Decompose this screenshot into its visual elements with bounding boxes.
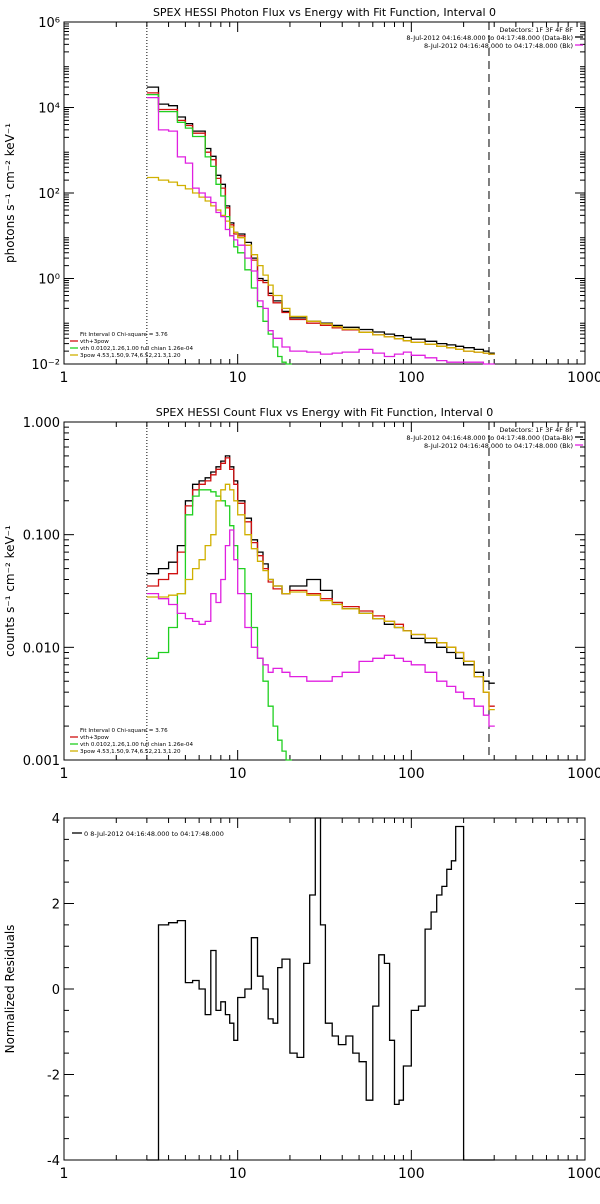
x-tick-label: 1000 bbox=[567, 370, 600, 386]
x-tick-label: 1 bbox=[60, 370, 69, 386]
series-line-3pow bbox=[146, 176, 495, 355]
chart-title: SPEX HESSI Count Flux vs Energy with Fit… bbox=[156, 406, 493, 419]
legend-entry: 0 8-Jul-2012 04:16:48.000 to 04:17:48.00… bbox=[84, 830, 224, 838]
legend-top-entry: 8-Jul-2012 04:16:48.000 to 04:17:48.000 … bbox=[424, 42, 573, 50]
y-tick-label: 0.100 bbox=[23, 529, 60, 544]
legend-top-entry: 8-Jul-2012 04:16:48.000 to 04:17:48.000 … bbox=[406, 34, 573, 42]
y-axis-label: photons s⁻¹ cm⁻² keV⁻¹ bbox=[3, 123, 17, 263]
series-line-3pow bbox=[146, 483, 495, 711]
series-line-data-bk bbox=[146, 86, 495, 354]
x-tick-label: 100 bbox=[398, 1166, 425, 1182]
y-tick-label: 10² bbox=[38, 187, 60, 202]
x-tick-label: 10 bbox=[229, 766, 247, 782]
y-tick-label: 10⁴ bbox=[38, 102, 60, 117]
plot-frame bbox=[63, 817, 586, 1161]
series-line-bk bbox=[146, 529, 495, 727]
chart-title: SPEX HESSI Photon Flux vs Energy with Fi… bbox=[153, 6, 496, 19]
series-line-vth bbox=[146, 93, 292, 365]
legend-fit-entry: 3pow 4.53,1.50,9.74,6.52,21.3,1.20 bbox=[80, 749, 181, 755]
panel-2: SPEX HESSI Count Flux vs Energy with Fit… bbox=[3, 406, 600, 782]
legend-fit-entry: vth+3pow bbox=[80, 339, 109, 345]
legend-fit-entry: Fit Interval 0 Chi-square = 3.76 bbox=[80, 728, 168, 734]
plot-frame bbox=[63, 421, 586, 761]
y-tick-label: -2 bbox=[47, 1069, 60, 1084]
x-tick-label: 100 bbox=[398, 370, 425, 386]
legend-top-entry: Detectors: 1F 3F 4F 8F bbox=[499, 26, 573, 34]
legend-top-entry: 8-Jul-2012 04:16:48.000 to 04:17:48.000 … bbox=[406, 434, 573, 442]
y-tick-label: 10⁶ bbox=[38, 16, 60, 31]
series-line-vth-3pow bbox=[146, 92, 495, 355]
y-tick-label: 0 bbox=[52, 983, 60, 998]
x-tick-label: 1000 bbox=[567, 766, 600, 782]
x-tick-label: 1000 bbox=[567, 1166, 600, 1182]
x-tick-label: 10 bbox=[229, 1166, 247, 1182]
y-tick-label: 4 bbox=[52, 812, 60, 827]
y-tick-label: 2 bbox=[52, 898, 60, 913]
panel-1: SPEX HESSI Photon Flux vs Energy with Fi… bbox=[3, 6, 600, 386]
y-tick-label: 0.001 bbox=[23, 754, 60, 769]
legend-fit-entry: vth 0.0102,1.26,1.00 full chian 1.26e-04 bbox=[80, 742, 193, 748]
y-tick-label: 1.000 bbox=[23, 416, 60, 431]
panel-3: Normalized Residuals 1 10 100 1000 -4 -2 0 2 4 0 8… bbox=[3, 812, 600, 1182]
x-tick-label: 10 bbox=[229, 370, 247, 386]
legend-fit-entry: vth 0.0102,1.26,1.00 full chian 1.26e-04 bbox=[80, 346, 193, 352]
y-axis-label: Normalized Residuals bbox=[3, 925, 17, 1054]
legend-fit-entry: 3pow 4.53,1.50,9.74,6.52,21.3,1.20 bbox=[80, 353, 181, 359]
y-axis-label: counts s⁻¹ cm⁻² keV⁻¹ bbox=[3, 525, 17, 657]
legend-fit-entry: vth+3pow bbox=[80, 735, 109, 741]
legend-top-entry: 8-Jul-2012 04:16:48.000 to 04:17:48.000 … bbox=[424, 442, 573, 450]
y-tick-label: 10⁰ bbox=[38, 273, 60, 288]
series-line-0-8-jul-2012-04-16-48-000-to-04-17-48-000 bbox=[146, 817, 495, 1161]
y-tick-label: -4 bbox=[47, 1154, 60, 1169]
y-tick-label: 10⁻² bbox=[31, 358, 60, 373]
x-tick-label: 100 bbox=[398, 766, 425, 782]
legend-fit-entry: Fit Interval 0 Chi-square = 3.76 bbox=[80, 332, 168, 338]
x-tick-label: 1 bbox=[60, 1166, 69, 1182]
legend-top-entry: Detectors: 1F 3F 4F 8F bbox=[499, 426, 573, 434]
y-tick-label: 0.010 bbox=[23, 641, 60, 656]
x-tick-label: 1 bbox=[60, 766, 69, 782]
plot-frame bbox=[63, 21, 586, 365]
series-line-bk bbox=[146, 96, 495, 365]
series-line-vth bbox=[146, 489, 292, 761]
